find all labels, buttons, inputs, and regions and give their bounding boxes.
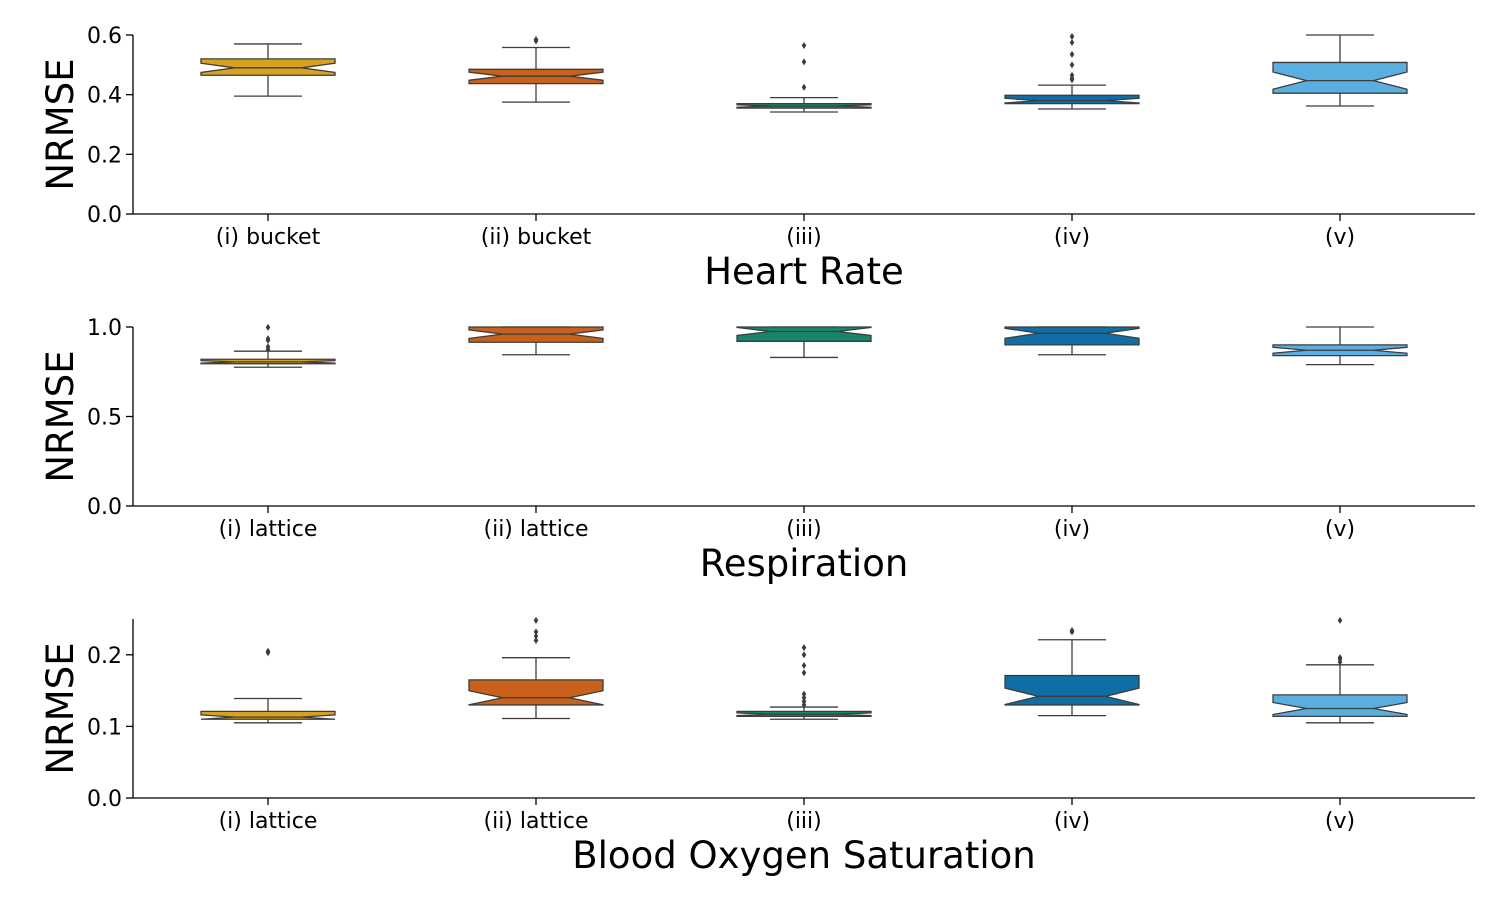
x-tick-label: (iii) [786, 517, 822, 542]
outlier-point [533, 636, 539, 644]
box-body [468, 679, 604, 706]
y-tick-label: 0.4 [87, 84, 122, 109]
box-body [736, 326, 872, 342]
outlier-point [801, 41, 807, 49]
box-body [200, 710, 336, 720]
outlier-point [533, 616, 539, 624]
outlier-point [533, 35, 539, 43]
panel-title: Heart Rate [704, 250, 904, 293]
x-tick-label: (iv) [1054, 517, 1090, 542]
outlier-point [801, 83, 807, 91]
y-axis-label: NRMSE [39, 350, 82, 482]
box-1 [200, 43, 336, 97]
outlier-point [265, 647, 271, 655]
outlier-point [1069, 61, 1075, 69]
y-tick-label: 0.1 [87, 715, 122, 740]
x-tick-label: (ii) lattice [484, 517, 589, 542]
box-5 [1272, 34, 1408, 107]
outlier-point [265, 335, 271, 343]
x-tick-label: (i) bucket [216, 225, 321, 250]
outlier-point [1069, 71, 1075, 79]
panel-title: Blood Oxygen Saturation [572, 834, 1035, 877]
box-2 [468, 326, 604, 356]
y-tick-label: 1.0 [87, 316, 122, 341]
y-tick-label: 0.2 [87, 644, 122, 669]
outlier-point [533, 632, 539, 640]
box-4 [1004, 32, 1140, 110]
box-1 [200, 323, 336, 368]
y-tick-label: 0.2 [87, 143, 122, 168]
x-tick-label: (iv) [1054, 225, 1090, 250]
x-tick-label: (v) [1325, 517, 1355, 542]
outlier-point [801, 651, 807, 659]
outlier-point [801, 694, 807, 702]
x-tick-label: (iii) [786, 809, 822, 834]
outlier-point [1069, 626, 1075, 634]
y-axis-label: NRMSE [39, 58, 82, 190]
box-body [1004, 326, 1140, 346]
y-tick-label: 0.0 [87, 203, 122, 228]
y-tick-label: 0.0 [87, 787, 122, 812]
box-body [1004, 674, 1140, 706]
box-4 [1004, 326, 1140, 356]
outlier-point [265, 343, 271, 351]
box-body [1272, 61, 1408, 94]
x-tick-label: (v) [1325, 225, 1355, 250]
box-body [1004, 94, 1140, 105]
box-5 [1272, 616, 1408, 724]
outlier-point [533, 628, 539, 636]
box-1 [200, 647, 336, 724]
box-body [1272, 694, 1408, 718]
panel-title: Respiration [700, 542, 909, 585]
outlier-point [265, 323, 271, 331]
outlier-point [801, 669, 807, 677]
outlier-point [1069, 38, 1075, 46]
x-tick-label: (i) lattice [219, 809, 318, 834]
outlier-point [1337, 616, 1343, 624]
x-tick-label: (ii) lattice [484, 809, 589, 834]
outlier-point [1337, 654, 1343, 662]
outlier-point [801, 662, 807, 670]
y-tick-label: 0.6 [87, 24, 122, 49]
box-4 [1004, 626, 1140, 717]
box-3 [736, 644, 872, 720]
x-tick-label: (ii) bucket [481, 225, 592, 250]
outlier-point [1069, 50, 1075, 58]
box-2 [468, 35, 604, 103]
outlier-point [801, 58, 807, 66]
x-tick-label: (iii) [786, 225, 822, 250]
box-body [200, 58, 336, 76]
outlier-point [801, 701, 807, 709]
x-tick-label: (v) [1325, 809, 1355, 834]
outlier-point [1069, 32, 1075, 40]
y-tick-label: 0.0 [87, 495, 122, 520]
y-axis-label: NRMSE [39, 642, 82, 774]
x-tick-label: (iv) [1054, 809, 1090, 834]
box-3 [736, 326, 872, 359]
box-3 [736, 41, 872, 113]
x-tick-label: (i) lattice [219, 517, 318, 542]
box-2 [468, 616, 604, 720]
outlier-point [801, 697, 807, 705]
outlier-point [801, 644, 807, 652]
outlier-point [801, 690, 807, 698]
y-tick-label: 0.5 [87, 406, 122, 431]
box-5 [1272, 326, 1408, 366]
